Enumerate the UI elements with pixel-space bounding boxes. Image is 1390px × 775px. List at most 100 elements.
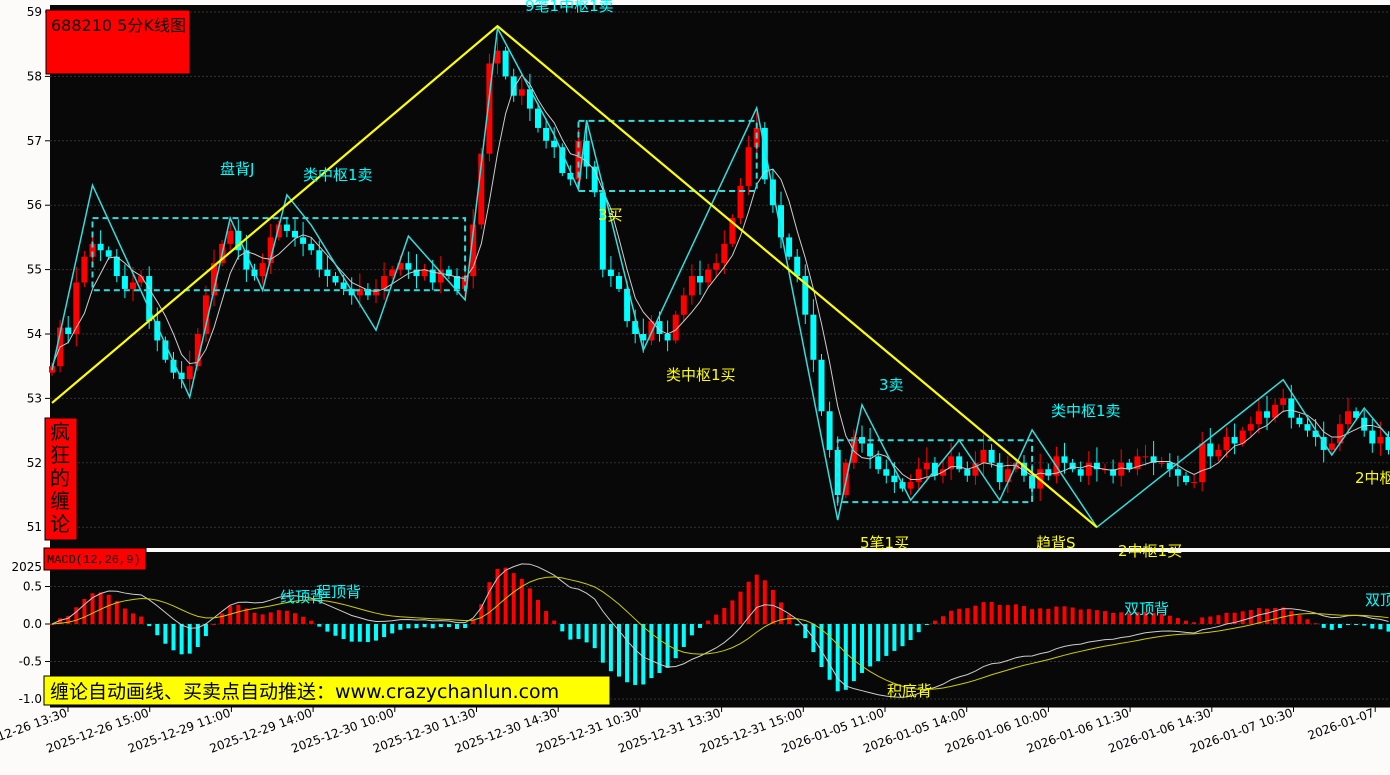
macd-histogram-bar xyxy=(1378,624,1383,630)
signal-annotation: 类中枢1买 xyxy=(666,366,736,384)
candle-body xyxy=(454,276,460,289)
macd-histogram-bar xyxy=(1127,613,1132,624)
macd-histogram-bar xyxy=(1273,607,1278,624)
macd-histogram-bar xyxy=(1030,609,1035,624)
macd-histogram-bar xyxy=(738,591,743,624)
macd-histogram-bar xyxy=(1038,608,1043,624)
macd-histogram-bar xyxy=(228,605,233,624)
candle-body xyxy=(1336,424,1343,444)
macd-tick-label: 0.5 xyxy=(23,580,42,594)
candle-body xyxy=(583,140,590,167)
macd-histogram-bar xyxy=(122,608,127,624)
macd-histogram-bar xyxy=(689,624,694,636)
candle-body xyxy=(316,250,323,270)
candle-body xyxy=(1280,398,1287,405)
macd-histogram-bar xyxy=(1005,605,1010,624)
candle-body xyxy=(737,185,744,219)
candle-body xyxy=(211,263,217,296)
macd-histogram-bar xyxy=(600,624,605,663)
macd-histogram-bar xyxy=(949,610,954,624)
macd-histogram-bar xyxy=(1354,624,1359,625)
macd-histogram-bar xyxy=(673,624,678,659)
candle-body xyxy=(1029,475,1036,489)
macd-histogram-bar xyxy=(252,612,257,624)
macd-histogram-bar xyxy=(762,580,767,624)
macd-histogram-bar xyxy=(1013,604,1018,624)
candle-body xyxy=(202,295,209,334)
candle-body xyxy=(1215,449,1222,457)
macd-histogram-bar xyxy=(1175,618,1180,624)
macd-histogram-bar xyxy=(1078,609,1083,624)
macd-histogram-bar xyxy=(438,624,443,627)
candle-body xyxy=(1134,456,1141,470)
macd-histogram-bar xyxy=(98,592,103,624)
macd-histogram-bar xyxy=(276,610,281,624)
candle-body xyxy=(1118,462,1125,476)
macd-histogram-bar xyxy=(1022,606,1026,624)
macd-histogram-bar xyxy=(924,624,929,625)
macd-histogram-bar xyxy=(876,624,881,662)
candle-body xyxy=(907,482,914,489)
candle-body xyxy=(794,256,801,277)
candle-body xyxy=(154,321,161,341)
macd-histogram-bar xyxy=(1119,612,1124,624)
candle-body xyxy=(1021,462,1027,476)
macd-histogram-bar xyxy=(584,624,589,643)
macd-histogram-bar xyxy=(973,605,978,624)
candle-body xyxy=(1061,456,1068,463)
candle-body xyxy=(332,276,339,283)
candle-body xyxy=(1174,469,1181,476)
candle-body xyxy=(891,475,898,483)
candle-body xyxy=(81,256,88,283)
macd-histogram-bar xyxy=(220,613,225,624)
macd-histogram-bar xyxy=(1143,611,1148,624)
macd-histogram-bar xyxy=(1192,622,1197,624)
macd-histogram-bar xyxy=(479,604,484,624)
candle-body xyxy=(1199,443,1206,483)
macd-histogram-bar xyxy=(333,624,338,636)
candle-body xyxy=(1272,404,1279,418)
candle-body xyxy=(964,469,971,476)
macd-histogram-bar xyxy=(665,624,670,668)
macd-histogram-bar xyxy=(698,624,702,628)
candle-body xyxy=(113,256,120,277)
macd-histogram-bar xyxy=(965,608,970,624)
candle-body xyxy=(1110,469,1117,476)
macd-histogram-bar xyxy=(374,624,378,641)
candle-body xyxy=(381,276,388,289)
macd-histogram-bar xyxy=(1305,619,1310,624)
candle-body xyxy=(405,263,412,270)
candle-body xyxy=(551,140,558,148)
candle-body xyxy=(535,108,541,128)
macd-histogram-bar xyxy=(471,619,476,624)
y-tick-label: 52 xyxy=(27,456,42,470)
macd-histogram-bar xyxy=(957,608,962,624)
candle-body xyxy=(186,366,193,380)
macd-histogram-bar xyxy=(50,624,54,625)
candle-body xyxy=(972,462,979,476)
candle-body xyxy=(1045,469,1052,476)
macd-histogram-bar xyxy=(317,624,322,627)
macd-histogram-bar xyxy=(916,624,921,633)
candle-body xyxy=(948,456,955,470)
side-label-box xyxy=(44,417,78,541)
macd-histogram-bar xyxy=(1362,624,1367,626)
macd-histogram-bar xyxy=(770,589,775,624)
side-label: 疯狂的缠论 xyxy=(50,421,70,536)
macd-histogram-bar xyxy=(463,624,468,629)
candle-body xyxy=(1288,398,1295,418)
macd-histogram-bar xyxy=(779,602,783,624)
zhongshu-box xyxy=(577,119,758,193)
macd-histogram-bar xyxy=(147,624,152,627)
macd-histogram-bar xyxy=(843,624,848,690)
macd-histogram-bar xyxy=(681,624,686,647)
candle-body xyxy=(267,237,274,264)
macd-annotation: 积底背 xyxy=(887,682,932,700)
macd-histogram-bar xyxy=(260,614,265,624)
candle-body xyxy=(462,276,469,289)
candle-body xyxy=(1150,456,1157,463)
bi-line xyxy=(51,25,1390,529)
candle-body xyxy=(616,276,622,289)
candle-body xyxy=(1183,475,1189,483)
macd-histogram-bar xyxy=(1224,612,1229,624)
